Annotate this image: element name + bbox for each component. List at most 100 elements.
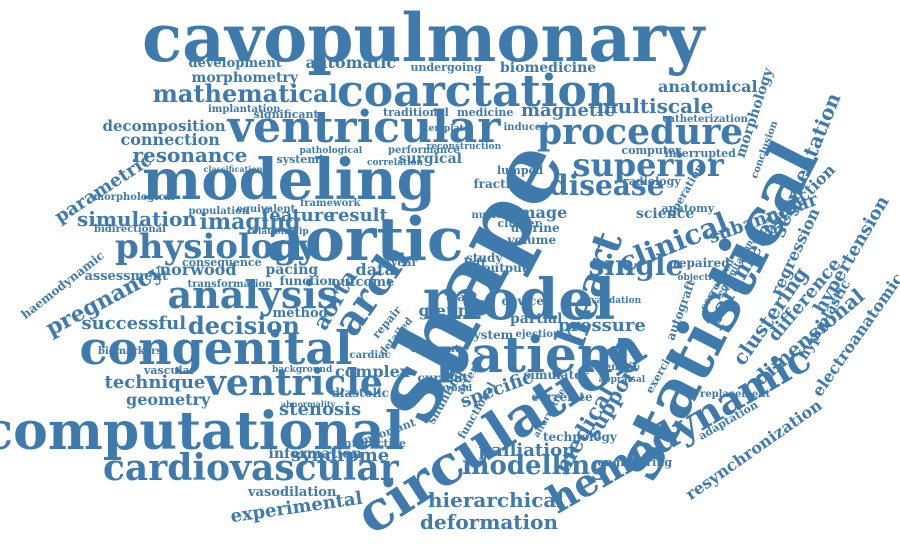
word-function: function (279, 274, 337, 288)
word-modeling: modeling (142, 147, 436, 213)
word-model: model (422, 267, 616, 333)
word-volume: volume (507, 233, 557, 247)
word-nuclear: nuclear (471, 210, 515, 221)
word-technology: technology (543, 430, 617, 444)
word-pacing: pacing (265, 262, 319, 278)
word-feature: feature (261, 205, 335, 226)
word-patient: patient (435, 325, 637, 384)
word-vascular: vascular (144, 363, 196, 377)
word-information: information (268, 446, 362, 462)
word-ejection: ejection (515, 329, 561, 340)
word-left: left (463, 256, 487, 270)
word-potential: potential (586, 362, 638, 373)
word-undergoing: undergoing (410, 60, 482, 74)
word-performance: performance (388, 145, 460, 156)
word-hierarchical: hierarchical (428, 488, 564, 512)
word-connection: connection (120, 130, 220, 149)
word-disease: disease (549, 169, 665, 202)
word-vasodilation: vasodilation (248, 484, 337, 500)
word-anatomy: anatomy (661, 201, 715, 215)
word-technique: technique (104, 372, 206, 393)
word-syndrome: syndrome (291, 445, 390, 466)
word-norwood: norwood (159, 260, 237, 279)
word-automatic: automatic (305, 53, 397, 72)
word-induced: induced (503, 122, 549, 133)
word-equivalent: equivalent (236, 204, 296, 215)
word-template: template (424, 123, 470, 134)
word-science: science (636, 206, 695, 222)
word-result: result (328, 205, 388, 226)
word-cardiovascular: cardiovascular (103, 447, 399, 489)
word-traditional: traditional (383, 105, 449, 119)
word-resonance: resonance (132, 143, 248, 167)
word-data: data (355, 260, 395, 279)
word-correlation: correlation (367, 157, 424, 168)
word-coarctation: coarctation (337, 66, 619, 117)
word-radiology: radiology (623, 174, 681, 188)
word-superior: superior (572, 146, 724, 184)
word-pressure: pressure (558, 315, 646, 336)
word-image: image (512, 203, 568, 222)
word-method: method (272, 305, 328, 321)
word-significant: significant (253, 107, 319, 121)
word-stenosis: stenosis (279, 399, 362, 420)
word-computational: computational (0, 401, 405, 462)
word-simulation: simulation (77, 207, 197, 231)
word-classification: classification (203, 164, 263, 174)
word-congenital: congenital (79, 321, 353, 375)
word-study: study (466, 251, 503, 265)
word-appraisal: appraisal (598, 374, 646, 385)
word-ventricular: ventricular (227, 102, 501, 153)
word-correlate: correlate (531, 390, 593, 404)
word-hybrid: hybrid (439, 383, 473, 394)
word-catheterization: catheterization (662, 114, 748, 125)
word-biomarkers: biomarkers (98, 346, 162, 357)
word-abnormality: abnormality (281, 399, 336, 409)
word-replacement: replacement (700, 389, 771, 400)
word-repaired: repaired (672, 256, 730, 270)
word-cluster: cluster (497, 216, 541, 230)
word-reconstruction: reconstruction (426, 141, 502, 152)
word-different: different (410, 344, 460, 355)
word-implantation: implantation (208, 104, 281, 115)
word-objective: objective (677, 272, 723, 283)
word-pathological: pathological (299, 145, 363, 156)
word-cardiac: cardiac (349, 350, 391, 361)
word-current: current (417, 371, 469, 385)
word-multiscale: multiscale (596, 94, 714, 118)
word-tract: tract (445, 290, 479, 304)
word-complex: complex (335, 362, 410, 381)
word-decomposition: decomposition (102, 116, 226, 135)
word-morphometry: morphometry (191, 70, 299, 86)
word-ventricle: ventricle (205, 362, 383, 404)
word-validation: validation (591, 295, 642, 306)
word-glenn: glenn (418, 301, 470, 320)
word-systemic: systemic (276, 152, 330, 166)
word-successful: successful (81, 313, 187, 334)
word-procedure: procedure (537, 111, 744, 153)
word-relationship: relationship (247, 226, 309, 237)
word-morphological: morphological (93, 192, 175, 203)
word-assessment: assessment (84, 268, 168, 284)
word-physiology: physiology (115, 227, 318, 267)
word-magnetic: magnetic (521, 100, 615, 121)
word-system: system (467, 328, 514, 342)
word-surgical: surgical (398, 151, 462, 167)
word-computer: computer (621, 143, 681, 157)
word-engineering: engineering (597, 455, 673, 469)
word-bidirectional: bidirectional (94, 224, 166, 235)
word-population: population (188, 206, 250, 217)
word-geometry: geometry (126, 390, 211, 409)
word-aortic: aortic (266, 205, 464, 275)
word-analysis: analysis (167, 272, 339, 317)
word-anatomical: anatomical (658, 77, 758, 96)
word-transformation: transformation (187, 279, 273, 290)
word-year: year (391, 255, 418, 269)
word-fraction: fraction (473, 177, 527, 191)
word-framework: framework (300, 198, 361, 209)
word-lumped: lumped (497, 163, 544, 177)
word-partial: partial (510, 311, 563, 327)
word-medicine: medicine (457, 105, 514, 119)
word-single: single (588, 249, 684, 282)
